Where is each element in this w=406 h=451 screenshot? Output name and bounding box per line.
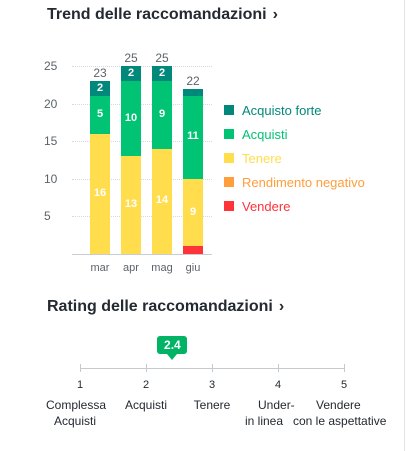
legend-swatch xyxy=(224,177,234,187)
bar-total-label: 25 xyxy=(124,51,138,65)
x-tick-label: mar xyxy=(90,262,110,274)
x-tick-label: giu xyxy=(185,262,201,274)
scale-tick xyxy=(212,364,213,372)
scale-tick xyxy=(344,364,345,372)
bar-data-label: 9 xyxy=(189,205,197,218)
scale-label: Acquisti xyxy=(119,397,173,413)
scale-label-line: Acquisti xyxy=(124,398,168,412)
bar-segment xyxy=(121,81,141,157)
y-tick-label: 5 xyxy=(44,209,51,224)
bar-segment xyxy=(152,148,172,254)
bar-data-label: 2 xyxy=(96,81,104,94)
bar-data-label: 2 xyxy=(158,66,166,79)
gridline xyxy=(72,141,212,143)
bar-data-label: 9 xyxy=(158,107,166,120)
scale-label: Complessa Acquisti xyxy=(46,397,116,429)
rating-section-title[interactable]: Rating delle raccomandazioni › xyxy=(47,298,284,316)
x-axis-line xyxy=(72,254,212,255)
bar-data-label: 10 xyxy=(124,111,138,124)
scale-label: Under-in linea xyxy=(242,397,314,429)
legend-label: Tenere xyxy=(242,151,282,166)
bar-segment xyxy=(152,81,172,149)
bar-segment xyxy=(152,66,172,82)
bar-data-label: 16 xyxy=(93,186,107,199)
bar-data-label: 2 xyxy=(127,66,135,79)
scale-number: 5 xyxy=(340,379,348,391)
scale-number: 1 xyxy=(76,379,84,391)
x-tick-label: apr xyxy=(123,262,139,274)
x-tick-label: mag xyxy=(151,262,173,274)
gridline xyxy=(72,178,212,180)
rating-pointer-icon xyxy=(167,354,178,360)
legend-label: Acquisto forte xyxy=(242,103,322,118)
bar-segment xyxy=(121,66,141,82)
bar-data-label: 13 xyxy=(124,198,138,211)
scale-label-line: in linea xyxy=(245,414,284,428)
scale-label: Tenere xyxy=(188,397,236,413)
bar-segment xyxy=(183,178,203,247)
scale-number: 3 xyxy=(208,379,216,391)
legend-swatch xyxy=(224,201,234,211)
bar-segment xyxy=(183,246,203,254)
scale-number: 2 xyxy=(142,379,150,391)
scale-tick xyxy=(278,364,279,372)
scale-label-line: Under- xyxy=(258,398,295,412)
panel-border xyxy=(404,0,405,451)
bar-segment xyxy=(121,156,141,254)
bar-segment xyxy=(90,133,110,254)
scale-tick xyxy=(146,364,147,372)
trend-section-title[interactable]: Trend delle raccomandazioni › xyxy=(47,6,278,24)
bar-data-label: 11 xyxy=(187,130,199,143)
gridline xyxy=(72,66,212,67)
y-tick-label: 20 xyxy=(44,96,58,111)
scale-label-line: Acquisti xyxy=(54,414,97,428)
bar-total-label: 23 xyxy=(93,66,107,81)
bar-segment xyxy=(90,81,110,97)
legend-swatch xyxy=(224,153,234,163)
legend-swatch xyxy=(224,129,234,139)
gridline xyxy=(72,103,212,105)
rating-title-text: Rating delle raccomandazioni xyxy=(47,298,273,315)
legend-label: Rendimento negativo xyxy=(242,175,365,190)
bar-segment xyxy=(183,96,203,179)
scale-label-line: con le aspettative xyxy=(293,414,387,428)
scale-label-line: Tenere xyxy=(193,398,231,412)
bar-total-label: 25 xyxy=(155,51,169,65)
rating-value-badge: 2.4 xyxy=(157,336,188,354)
scale-number: 4 xyxy=(274,379,282,391)
y-tick-label: 25 xyxy=(44,59,58,73)
scale-tick xyxy=(80,364,81,372)
bar-data-label: 5 xyxy=(96,107,104,120)
gridline xyxy=(72,216,212,218)
bar-total-label: 22 xyxy=(186,73,200,88)
bar-data-label: 14 xyxy=(155,194,169,207)
chevron-right-icon: › xyxy=(278,298,285,315)
scale-label-line: Complessa xyxy=(46,398,107,412)
bar-segment xyxy=(183,88,203,97)
chevron-right-icon: › xyxy=(272,6,278,23)
y-tick-label: 10 xyxy=(44,171,58,186)
bar-segment xyxy=(90,96,110,134)
scale-label-line: Vendere xyxy=(316,398,361,412)
y-tick-label: 15 xyxy=(44,134,58,149)
legend-label: Acquisti xyxy=(242,127,288,142)
scale-label: Vendere con le aspettative xyxy=(293,397,403,429)
legend-label: Vendere xyxy=(242,199,291,214)
legend-swatch xyxy=(224,105,234,115)
trend-title-text: Trend delle raccomandazioni xyxy=(47,6,267,23)
